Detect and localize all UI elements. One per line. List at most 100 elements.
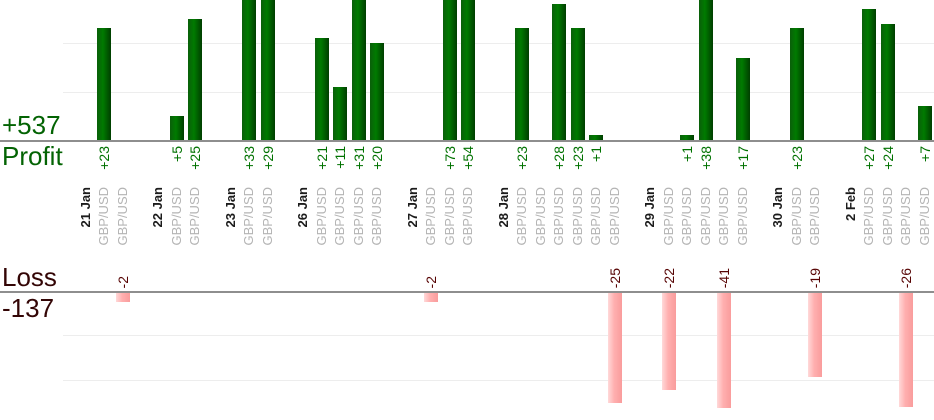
loss-value-label: -41 <box>716 267 732 288</box>
loss-bar <box>808 293 822 377</box>
profit-bar <box>188 19 202 140</box>
date-label: 22 Jan <box>150 187 165 228</box>
loss-gridline-20 <box>63 380 934 381</box>
date-label: 30 Jan <box>770 187 785 228</box>
x-axis-labels: 21 Jan GBP/USD GBP/USD 22 Jan GBP/USD GBP/USD… <box>0 187 934 257</box>
symbol-label: GBP/USD <box>514 187 529 246</box>
profit-bar <box>735 58 750 140</box>
loss-bar <box>607 293 622 403</box>
profit-bar <box>552 4 566 140</box>
loss-value-label: -22 <box>660 267 677 288</box>
profit-value-label: +29 <box>259 146 276 170</box>
loss-bar <box>424 293 438 302</box>
loss-bar <box>899 293 913 407</box>
symbol-label: GBP/USD <box>679 187 694 246</box>
date-label: 27 Jan <box>404 187 420 228</box>
profit-value-label: +1 <box>588 146 604 162</box>
date-label: 26 Jan <box>295 187 310 228</box>
profit-bar <box>515 28 529 140</box>
profit-bar <box>442 0 457 140</box>
profit-total-label: +537 <box>2 110 61 140</box>
profit-value-label: +24 <box>879 146 896 170</box>
profit-value-label: +7 <box>916 146 933 162</box>
loss-gridline-10 <box>63 335 934 336</box>
symbol-label: GBP/USD <box>168 187 184 246</box>
symbol-label: GBP/USD <box>114 187 130 246</box>
date-label: 28 Jan <box>495 187 511 228</box>
symbol-label: GBP/USD <box>788 187 804 246</box>
date-label: 21 Jan <box>77 187 93 228</box>
profit-value-label: +20 <box>369 146 385 170</box>
symbol-label: GBP/USD <box>241 187 256 246</box>
symbol-label: GBP/USD <box>716 187 731 246</box>
loss-value-label: -2 <box>114 275 131 288</box>
profit-value-label: +23 <box>514 146 530 170</box>
profit-bar <box>917 106 932 140</box>
profit-value-label: +38 <box>697 146 714 170</box>
symbol-label: GBP/USD <box>660 187 676 246</box>
symbol-label: GBP/USD <box>441 187 457 246</box>
symbol-label: GBP/USD <box>569 187 585 246</box>
profit-bar <box>589 135 603 140</box>
profit-plot-area <box>0 0 934 140</box>
loss-bar <box>661 293 676 390</box>
profit-bar <box>169 116 184 140</box>
symbol-label: GBP/USD <box>332 187 347 246</box>
profit-bar <box>351 0 366 140</box>
profit-bar <box>370 43 384 140</box>
profit-gridline-20 <box>63 43 934 44</box>
symbol-label: GBP/USD <box>898 187 913 246</box>
profit-value-label: +5 <box>168 146 185 162</box>
loss-value-label: -2 <box>423 275 439 288</box>
profit-bar <box>461 0 475 140</box>
symbol-label: GBP/USD <box>460 187 475 246</box>
loss-baseline <box>0 291 934 293</box>
profit-bar <box>862 9 876 140</box>
symbol-label: GBP/USD <box>259 187 275 246</box>
symbol-label: GBP/USD <box>916 187 932 246</box>
symbol-label: GBP/USD <box>697 187 713 246</box>
profit-value-label: +23 <box>96 146 112 170</box>
loss-value-label: -26 <box>898 267 914 288</box>
symbol-label: GBP/USD <box>369 187 384 246</box>
symbol-label: GBP/USD <box>807 187 822 246</box>
symbol-label: GBP/USD <box>350 187 366 246</box>
symbol-label: GBP/USD <box>96 187 111 246</box>
symbol-label: GBP/USD <box>187 187 202 246</box>
symbol-label: GBP/USD <box>879 187 895 246</box>
profit-bar <box>260 0 275 140</box>
symbol-label: GBP/USD <box>313 187 329 246</box>
profit-bar <box>680 135 694 140</box>
loss-value-labels: -2 -2 -25 -22 -41 -19 -26 <box>0 258 934 288</box>
profit-value-label: +11 <box>332 146 348 169</box>
profit-value-label: +54 <box>460 146 476 170</box>
profit-bar <box>97 28 111 140</box>
symbol-label: GBP/USD <box>606 187 622 246</box>
loss-value-label: -25 <box>606 267 623 288</box>
profit-value-label: +25 <box>187 146 203 170</box>
profit-value-label: +28 <box>551 146 567 170</box>
profit-value-label: +33 <box>241 146 257 170</box>
symbol-label: GBP/USD <box>423 187 438 246</box>
profit-value-labels: +23 +5 +25 +33 +29 +21 +11 +31 +20 +73 +54 +23 +28 +2… <box>0 146 934 188</box>
symbol-label: GBP/USD <box>734 187 750 246</box>
profit-bar <box>570 28 585 140</box>
symbol-label: GBP/USD <box>861 187 876 246</box>
profit-bar <box>789 28 804 140</box>
loss-axis-caption: Loss <box>2 262 57 292</box>
loss-total-label: -137 <box>2 293 55 323</box>
profit-baseline <box>0 140 934 142</box>
profit-axis-caption: Profit <box>2 141 63 171</box>
profit-value-label: +17 <box>734 146 751 170</box>
date-label: 29 Jan <box>642 187 657 228</box>
date-label: 2 Feb <box>842 187 858 221</box>
loss-bar <box>717 293 731 408</box>
loss-bar <box>115 293 130 302</box>
loss-plot-area <box>0 293 934 408</box>
symbol-label: GBP/USD <box>551 187 566 246</box>
profit-bar <box>314 38 329 140</box>
profit-bar <box>242 0 256 140</box>
profit-value-label: +23 <box>788 146 805 170</box>
profit-value-label: +21 <box>313 146 330 170</box>
